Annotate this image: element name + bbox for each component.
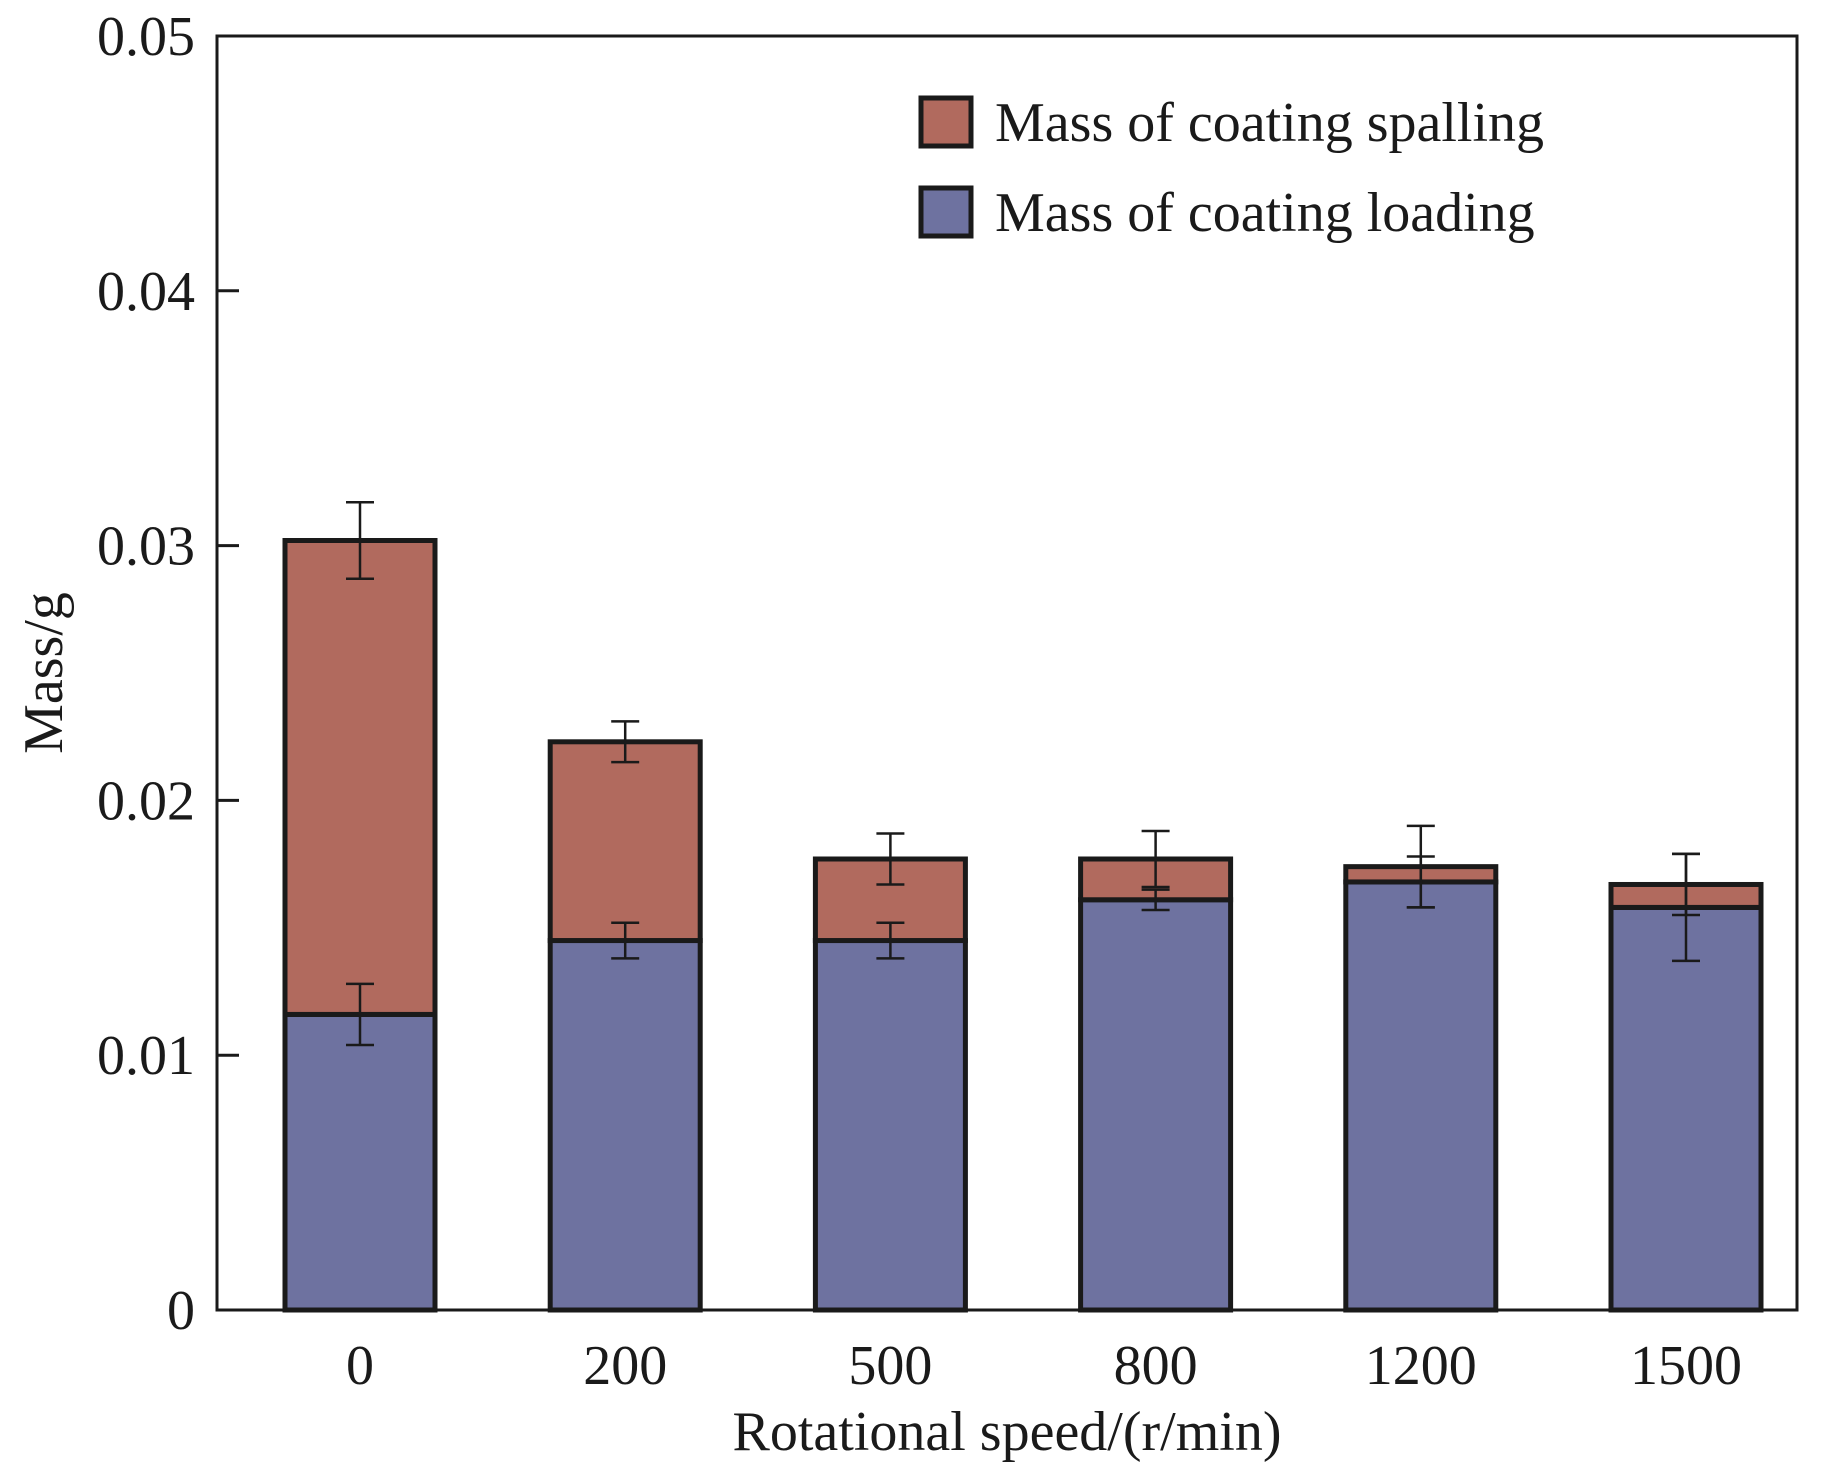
y-tick-label: 0 [167, 1280, 195, 1342]
x-tick-label: 0 [346, 1335, 374, 1397]
x-tick-label: 200 [583, 1335, 667, 1397]
legend-label: Mass of coating spalling [995, 92, 1544, 154]
legend-swatch [918, 185, 974, 239]
error-bars [346, 501, 1700, 1047]
y-tick-label: 0.01 [97, 1025, 195, 1087]
error-bar-mass-of-coating-spalling-500 [876, 832, 905, 886]
bar-mass-of-coating-loading-1200 [1343, 879, 1499, 1313]
bar-mass-of-coating-spalling-0 [282, 538, 438, 1017]
x-tick-label: 500 [848, 1335, 932, 1397]
x-tick-label: 1200 [1365, 1335, 1477, 1397]
y-tick-label: 0.04 [97, 261, 195, 323]
y-tick-label: 0.02 [97, 770, 195, 832]
plot-frame [215, 34, 1799, 1312]
error-bar-mass-of-coating-loading-0 [346, 982, 374, 1047]
error-bar-mass-of-coating-spalling-1500 [1672, 852, 1700, 917]
x-axis-title: Rotational speed/(r/min) [733, 1401, 1282, 1463]
bar-mass-of-coating-loading-200 [547, 938, 703, 1313]
legend-swatch [918, 95, 974, 149]
y-tick-label: 0.03 [97, 516, 195, 578]
legend-item-mass-of-coating-loading: Mass of coating loading [918, 182, 1535, 244]
legend-label: Mass of coating loading [995, 182, 1535, 244]
error-bar-mass-of-coating-loading-800 [1141, 888, 1170, 912]
bar-mass-of-coating-loading-500 [812, 938, 968, 1313]
error-bar-mass-of-coating-spalling-1200 [1406, 824, 1435, 909]
error-bar-mass-of-coating-loading-500 [876, 921, 905, 960]
error-bar-mass-of-coating-loading-200 [611, 921, 640, 960]
error-bar-mass-of-coating-spalling-200 [611, 720, 640, 764]
axis-ticks: 0 0.01 0.02 0.03 0.04 0.05 0 200 500 800 1200 1500 [97, 6, 1742, 1397]
bar-mass-of-coating-spalling-200 [547, 739, 703, 944]
bar-mass-of-coating-loading-0 [282, 1011, 438, 1313]
y-tick-label: 0.05 [97, 6, 195, 68]
x-tick-label: 1500 [1630, 1335, 1742, 1397]
bars [282, 538, 1764, 1313]
x-tick-label: 800 [1114, 1335, 1198, 1397]
y-axis-title: Mass/g [13, 592, 75, 754]
error-bar-mass-of-coating-spalling-800 [1141, 829, 1170, 889]
bar-mass-of-coating-loading-800 [1078, 897, 1234, 1313]
legend: Mass of coating spalling Mass of coating … [918, 92, 1544, 244]
error-bar-mass-of-coating-spalling-0 [346, 501, 374, 580]
bar-mass-of-coating-loading-1500 [1608, 904, 1764, 1313]
legend-item-mass-of-coating-spalling: Mass of coating spalling [918, 92, 1544, 154]
